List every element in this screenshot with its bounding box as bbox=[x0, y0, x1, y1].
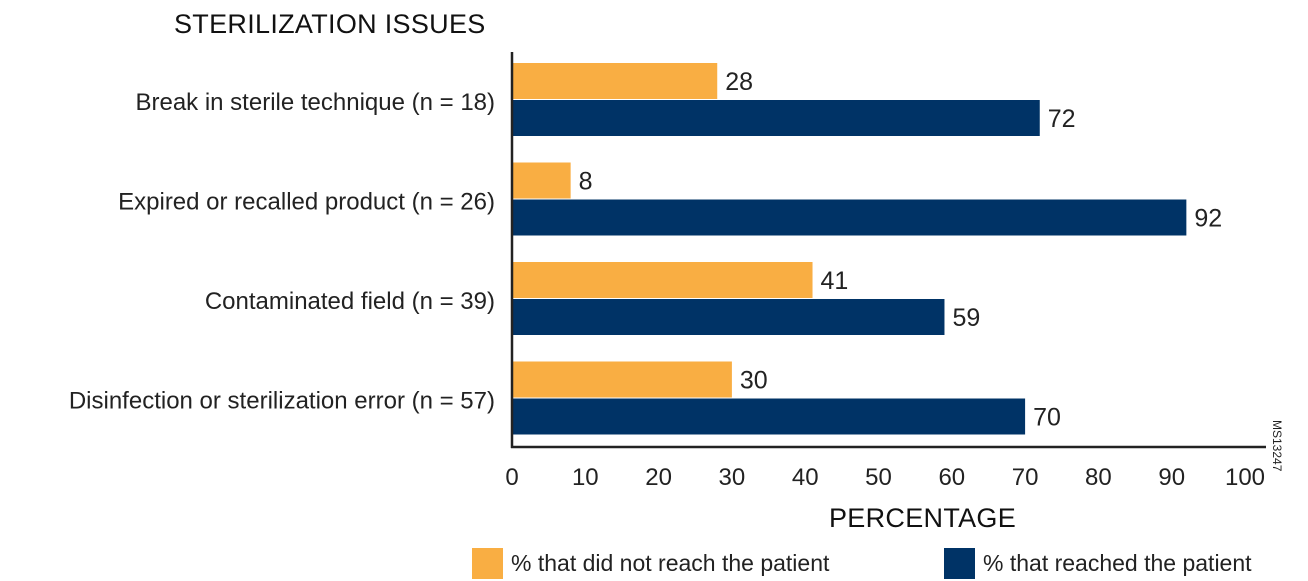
category-label-4: Disinfection or sterilization error (n =… bbox=[69, 388, 495, 415]
x-tick-label-60: 60 bbox=[938, 464, 965, 491]
value-label-not-reached-4: 30 bbox=[740, 367, 768, 395]
bar-not-reached-2 bbox=[512, 162, 571, 199]
bar-reached-1 bbox=[512, 100, 1040, 136]
value-label-reached-1: 72 bbox=[1048, 105, 1076, 133]
bar-reached-2 bbox=[512, 199, 1187, 236]
category-label-1: Break in sterile technique (n = 18) bbox=[135, 89, 495, 116]
category-label-3: Contaminated field (n = 39) bbox=[205, 288, 495, 315]
value-label-reached-2: 92 bbox=[1194, 205, 1222, 233]
bar-not-reached-4 bbox=[512, 361, 732, 398]
legend-item-not-reached: % that did not reach the patient bbox=[472, 547, 830, 579]
x-axis-title: PERCENTAGE bbox=[829, 503, 1017, 533]
x-tick-label-40: 40 bbox=[792, 464, 819, 491]
x-tick-label-70: 70 bbox=[1012, 464, 1039, 491]
x-tick-label-0: 0 bbox=[505, 464, 518, 491]
chart-title: STERILIZATION ISSUES bbox=[174, 9, 486, 39]
bar-not-reached-1 bbox=[512, 63, 718, 99]
value-label-not-reached-1: 28 bbox=[725, 68, 753, 96]
x-tick-label-90: 90 bbox=[1158, 464, 1185, 491]
figure-code: MS13247 bbox=[1270, 420, 1284, 472]
legend-label-not-reached: % that did not reach the patient bbox=[511, 550, 830, 576]
legend-swatch-reached bbox=[944, 547, 975, 579]
axis-layer: 0 10 20 30 40 50 60 70 80 90 100 bbox=[505, 52, 1266, 491]
bar-not-reached-3 bbox=[512, 262, 813, 298]
bar-reached-3 bbox=[512, 299, 945, 335]
legend-swatch-not-reached bbox=[472, 547, 503, 579]
x-tick-label-30: 30 bbox=[719, 464, 746, 491]
x-tick-label-50: 50 bbox=[865, 464, 892, 491]
labels-layer: 28 72 Break in sterile technique (n = 18) 8… bbox=[69, 68, 1222, 432]
legend-label-reached: % that reached the patient bbox=[983, 550, 1252, 576]
value-label-not-reached-2: 8 bbox=[579, 168, 593, 196]
category-label-2: Expired or recalled product (n = 26) bbox=[118, 189, 495, 216]
bar-reached-4 bbox=[512, 398, 1026, 435]
legend-item-reached: % that reached the patient bbox=[944, 547, 1252, 579]
value-label-reached-4: 70 bbox=[1033, 404, 1061, 432]
x-tick-label-100: 100 bbox=[1225, 464, 1265, 491]
x-tick-label-10: 10 bbox=[572, 464, 599, 491]
value-label-reached-3: 59 bbox=[952, 304, 980, 332]
x-tick-label-80: 80 bbox=[1085, 464, 1112, 491]
value-label-not-reached-3: 41 bbox=[821, 267, 849, 295]
bars-layer bbox=[512, 63, 1187, 435]
x-tick-label-20: 20 bbox=[645, 464, 672, 491]
